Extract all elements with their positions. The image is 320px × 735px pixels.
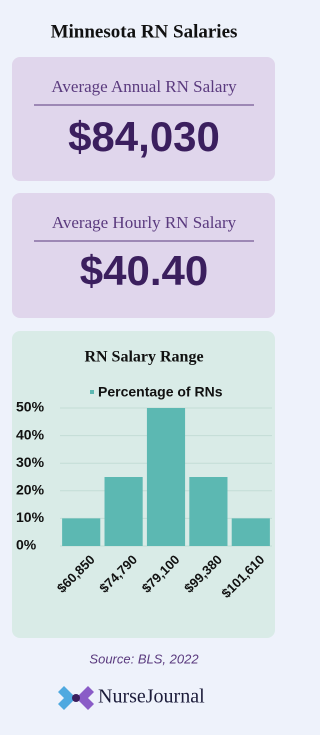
chart-title: RN Salary Range	[84, 349, 203, 366]
legend-swatch	[90, 390, 94, 394]
card-label: Average Hourly RN Salary	[52, 213, 237, 232]
y-tick-label: 0%	[16, 537, 37, 553]
y-tick-label: 50%	[16, 399, 45, 415]
brand: NurseJournal	[98, 686, 205, 708]
bar	[62, 518, 101, 546]
infographic: Minnesota RN Salaries Average Annual RN …	[12, 21, 275, 710]
page-title: Minnesota RN Salaries	[51, 21, 238, 42]
bar	[104, 477, 143, 546]
bar	[189, 477, 228, 546]
card-value: $40.40	[80, 247, 208, 294]
card	[12, 193, 275, 318]
y-tick-label: 20%	[16, 482, 45, 498]
card	[12, 57, 275, 181]
logo-icon	[58, 686, 94, 710]
y-tick-label: 40%	[16, 426, 45, 442]
source: Source: BLS, 2022	[89, 651, 199, 666]
card-label: Average Annual RN Salary	[51, 77, 237, 96]
bar	[146, 408, 186, 546]
y-tick-label: 30%	[16, 454, 45, 470]
bar	[231, 518, 270, 546]
card-value: $84,030	[68, 113, 220, 160]
y-tick-label: 10%	[16, 509, 45, 525]
legend-label: Percentage of RNs	[98, 384, 223, 400]
